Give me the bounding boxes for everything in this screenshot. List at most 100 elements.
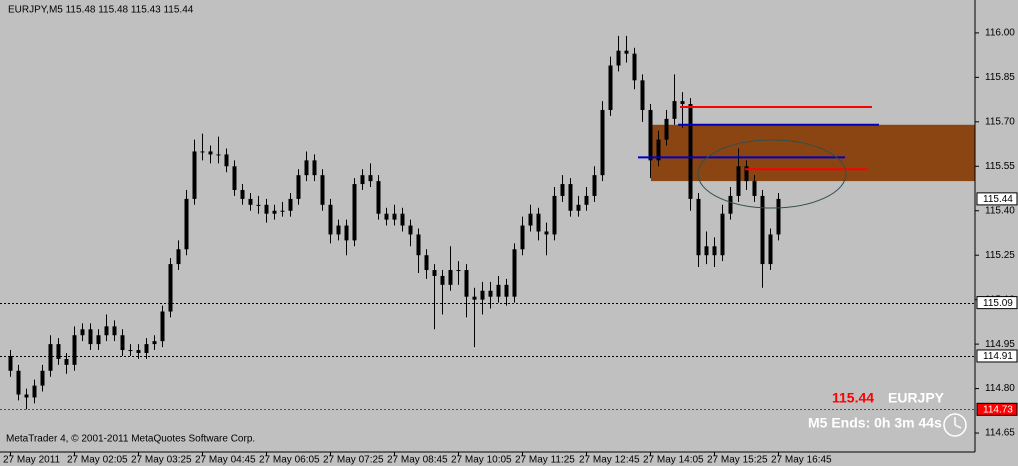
candle-body	[216, 154, 221, 156]
copyright: MetaTrader 4, © 2001-2011 MetaQuotes Sof…	[6, 434, 255, 445]
price-marker-label: 114.73	[983, 404, 1013, 415]
candle-body	[408, 225, 413, 235]
candle-body	[768, 234, 773, 265]
y-tick-label: 115.85	[985, 72, 1015, 83]
candle-body	[536, 213, 541, 232]
candle-body	[712, 246, 717, 256]
candle-body	[160, 311, 165, 342]
candle-body	[424, 255, 429, 271]
candle-body	[568, 184, 573, 211]
price-marker-label: 115.09	[983, 298, 1013, 309]
candle-body	[40, 370, 45, 386]
candle-body	[176, 249, 181, 265]
candle-body	[232, 166, 237, 190]
candle-body	[600, 109, 605, 176]
candle-body	[360, 175, 365, 185]
x-tick-label: 27 May 10:05	[451, 455, 512, 466]
candle-body	[136, 350, 141, 354]
candle-body	[480, 290, 485, 300]
candle-body	[272, 210, 277, 214]
candle-body	[624, 50, 629, 54]
candle-body	[88, 329, 93, 345]
candle-body	[512, 249, 517, 297]
x-tick-label: 27 May 04:45	[195, 455, 256, 466]
x-tick-label: 27 May 16:45	[771, 455, 832, 466]
candle-body	[760, 195, 765, 265]
candle-body	[48, 344, 53, 371]
candle-body	[744, 166, 749, 182]
x-tick-label: 27 May 02:05	[67, 455, 128, 466]
x-tick-label: 27 May 11:25	[515, 455, 575, 466]
candle-body	[208, 151, 213, 155]
candle-body	[720, 213, 725, 256]
candle-body	[392, 213, 397, 220]
candle-body	[304, 160, 309, 176]
plot	[0, 35, 975, 410]
candle-body	[440, 275, 445, 285]
y-tick-label: 114.80	[985, 383, 1015, 394]
ellipse-object	[697, 139, 847, 209]
candle-body	[752, 181, 757, 196]
candle-body	[72, 335, 77, 365]
price-marker-box	[976, 402, 1018, 416]
candle-body	[656, 139, 661, 161]
candle-body	[456, 270, 461, 272]
candle-body	[552, 195, 557, 235]
price-marker-box	[976, 296, 1018, 310]
x-tick-label: 27 May 2011	[3, 455, 61, 466]
candle-body	[560, 184, 565, 196]
candle-body	[688, 104, 693, 199]
candle-body	[184, 198, 189, 250]
candle-body	[96, 335, 101, 345]
candle-body	[640, 80, 645, 110]
price-marker-box	[976, 349, 1018, 363]
candle-body	[520, 225, 525, 250]
rectangle-object	[651, 124, 975, 182]
candle-body	[592, 175, 597, 196]
candle-body	[384, 213, 389, 220]
clock-icon	[943, 413, 967, 437]
price-marker-label: 115.44	[983, 194, 1013, 205]
candle-body	[496, 284, 501, 297]
info-symbol: EURJPY	[888, 390, 945, 406]
candle-body	[672, 101, 677, 119]
candle-body	[352, 184, 357, 241]
x-tick-label: 27 May 03:25	[131, 455, 192, 466]
candle-body	[528, 213, 533, 226]
y-tick-label: 114.95	[985, 339, 1015, 350]
candle-body	[320, 175, 325, 205]
x-tick-label: 27 May 12:45	[579, 455, 640, 466]
candle-body	[152, 341, 157, 345]
price-marker-label: 114.91	[983, 351, 1013, 362]
candle-body	[336, 225, 341, 235]
x-tick-label: 27 May 07:25	[323, 455, 384, 466]
y-tick-label: 115.55	[985, 161, 1015, 172]
chart-title: EURJPY,M5 115.48 115.48 115.43 115.44	[8, 5, 194, 16]
candle-body	[200, 151, 205, 153]
candle-body	[464, 270, 469, 297]
candle-body	[488, 290, 493, 297]
info-price: 115.44	[832, 390, 874, 406]
candle-body	[632, 53, 637, 81]
candle-body	[296, 175, 301, 199]
candle-body	[80, 329, 85, 336]
candle-body	[168, 264, 173, 312]
candle-body	[608, 65, 613, 110]
y-tick-label: 116.00	[985, 28, 1015, 39]
candle-body	[728, 195, 733, 214]
x-tick-label: 27 May 06:05	[259, 455, 320, 466]
candle-body	[192, 151, 197, 199]
x-tick-label: 27 May 15:25	[707, 455, 768, 466]
candle-body	[376, 181, 381, 214]
candle-body	[736, 166, 741, 196]
candle-body	[648, 109, 653, 161]
candle-body	[64, 358, 69, 365]
candle-body	[368, 175, 373, 182]
x-tick-label: 27 May 08:45	[387, 455, 448, 466]
y-tick-label: 115.70	[985, 116, 1015, 127]
candle-body	[56, 344, 61, 359]
candle-body	[144, 344, 149, 354]
candle-body	[472, 296, 477, 300]
